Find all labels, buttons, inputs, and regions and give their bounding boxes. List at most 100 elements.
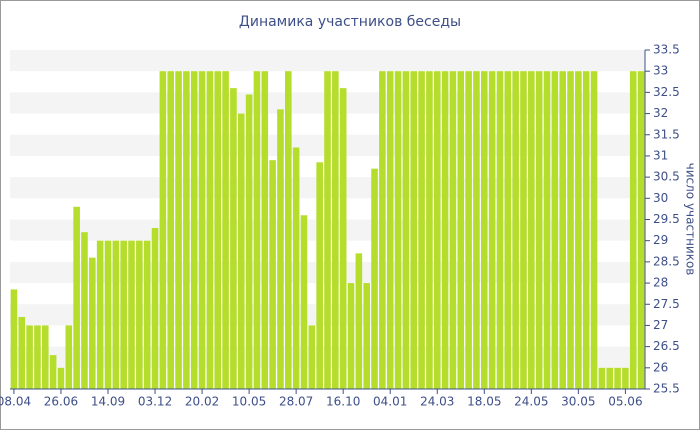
- bar: [582, 71, 590, 389]
- y-tick-label: 25.5: [653, 382, 680, 396]
- bar: [96, 240, 104, 389]
- bar: [363, 283, 370, 389]
- bar: [473, 71, 480, 389]
- grid-band: [10, 50, 645, 72]
- bar: [151, 227, 159, 389]
- bar: [457, 71, 465, 389]
- bar: [551, 71, 559, 389]
- bar: [575, 71, 582, 389]
- y-tick-label: 28: [653, 276, 668, 290]
- bar: [410, 71, 418, 389]
- y-tick-label: 27: [653, 318, 668, 332]
- bar: [559, 71, 566, 389]
- y-tick-label: 29.5: [653, 212, 680, 226]
- bar: [433, 71, 441, 389]
- bar: [590, 71, 598, 389]
- bar: [49, 355, 57, 389]
- bar: [347, 283, 355, 389]
- bar: [614, 367, 621, 389]
- x-tick-label: 16.10: [326, 395, 360, 409]
- bar: [214, 71, 222, 389]
- bar: [543, 71, 551, 389]
- y-tick-label: 26: [653, 360, 668, 374]
- bar: [292, 147, 300, 389]
- bar: [198, 71, 206, 389]
- bar: [622, 367, 629, 389]
- bar: [449, 71, 457, 389]
- bar: [167, 71, 175, 389]
- x-tick-label: 03.12: [138, 395, 172, 409]
- bar: [41, 325, 49, 389]
- bar: [237, 113, 245, 389]
- bar: [73, 206, 80, 389]
- bar: [57, 367, 65, 389]
- bar: [10, 289, 18, 389]
- y-tick-label: 30: [653, 191, 668, 205]
- bar: [104, 240, 112, 389]
- x-tick-label: 30.05: [561, 395, 595, 409]
- y-tick-label: 26.5: [653, 339, 680, 353]
- bar: [308, 325, 316, 389]
- bar: [355, 253, 363, 389]
- bar: [316, 162, 323, 389]
- bar: [34, 325, 41, 389]
- bar: [324, 71, 331, 389]
- bar: [18, 316, 26, 389]
- bar: [89, 257, 96, 389]
- x-tick-label: 14.09: [91, 395, 125, 409]
- bar: [402, 71, 410, 389]
- bar: [269, 160, 276, 389]
- bar: [629, 71, 637, 389]
- bar: [606, 367, 614, 389]
- y-tick-label: 33.5: [653, 43, 680, 57]
- bar: [112, 240, 120, 389]
- x-tick-label: 10.05: [232, 395, 266, 409]
- y-tick-label: 31.5: [653, 127, 680, 141]
- bar: [26, 325, 33, 389]
- bar: [332, 71, 339, 389]
- x-tick-label: 24.05: [514, 395, 548, 409]
- bar: [143, 240, 151, 389]
- y-tick-label: 32: [653, 106, 668, 120]
- x-tick-label: 08.04: [0, 395, 31, 409]
- bar: [379, 71, 386, 389]
- y-tick-label: 31: [653, 148, 668, 162]
- x-tick-label: 24.03: [420, 395, 454, 409]
- bar: [136, 240, 143, 389]
- bar: [418, 71, 425, 389]
- bar: [371, 168, 378, 389]
- bar: [190, 71, 198, 389]
- bar: [386, 71, 394, 389]
- bar: [159, 71, 167, 389]
- y-tick-label: 27.5: [653, 297, 680, 311]
- x-tick-label: 20.02: [185, 395, 219, 409]
- chart-title: Динамика участников беседы: [239, 14, 461, 30]
- x-tick-label: 26.06: [44, 395, 78, 409]
- bar: [339, 88, 347, 389]
- y-tick-label: 33: [653, 64, 668, 78]
- bar: [253, 71, 261, 389]
- bar: [277, 109, 284, 389]
- bar: [441, 71, 449, 389]
- x-tick-label: 05.06: [608, 395, 642, 409]
- y-tick-label: 28.5: [653, 254, 680, 268]
- bar: [426, 71, 433, 389]
- bar: [496, 71, 504, 389]
- bar: [480, 71, 488, 389]
- bar: [81, 232, 88, 389]
- bar: [394, 71, 402, 389]
- bar: [261, 71, 269, 389]
- bar: [528, 71, 535, 389]
- y-tick-label: 29: [653, 233, 668, 247]
- bar: [488, 71, 496, 389]
- y-axis-label: число участников: [684, 163, 698, 276]
- bar: [285, 71, 292, 389]
- bar: [245, 94, 253, 390]
- bar: [567, 71, 574, 389]
- bar: [230, 88, 237, 389]
- bar: [300, 215, 308, 389]
- bar: [520, 71, 527, 389]
- bar: [465, 71, 472, 389]
- bar: [128, 240, 135, 389]
